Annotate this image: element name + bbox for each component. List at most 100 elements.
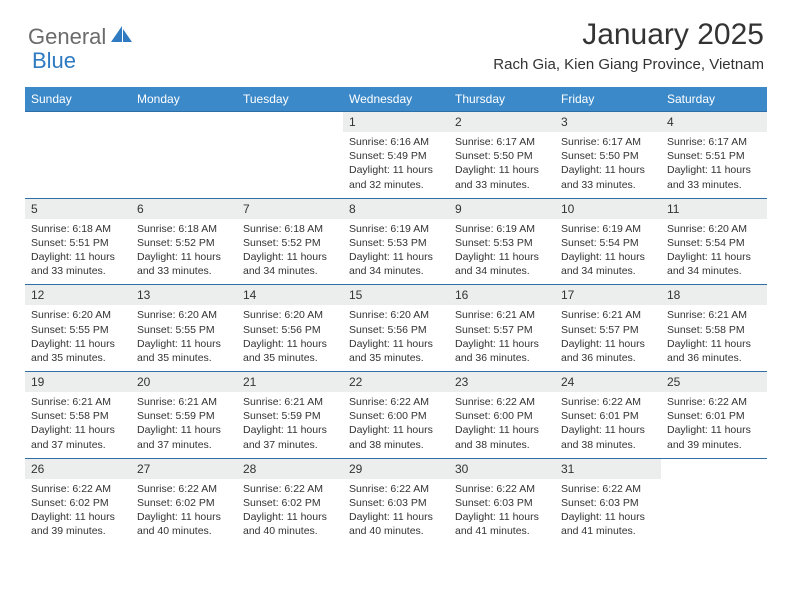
day-detail-cell: Sunrise: 6:20 AMSunset: 5:56 PMDaylight:… bbox=[343, 305, 449, 371]
day-number-cell: 20 bbox=[131, 372, 237, 393]
week-detail-row: Sunrise: 6:21 AMSunset: 5:58 PMDaylight:… bbox=[25, 392, 767, 458]
day-detail-cell: Sunrise: 6:22 AMSunset: 6:03 PMDaylight:… bbox=[343, 479, 449, 545]
day-detail-cell: Sunrise: 6:22 AMSunset: 6:00 PMDaylight:… bbox=[343, 392, 449, 458]
sunrise-line: Sunrise: 6:16 AM bbox=[349, 135, 443, 149]
sunrise-line: Sunrise: 6:22 AM bbox=[667, 395, 761, 409]
sunrise-line: Sunrise: 6:22 AM bbox=[455, 395, 549, 409]
day-number-cell: 3 bbox=[555, 112, 661, 133]
sunrise-line: Sunrise: 6:19 AM bbox=[455, 222, 549, 236]
sunrise-line: Sunrise: 6:21 AM bbox=[137, 395, 231, 409]
day-number-cell: 14 bbox=[237, 285, 343, 306]
day-number-cell: 26 bbox=[25, 458, 131, 479]
week-daynum-row: 12131415161718 bbox=[25, 285, 767, 306]
sunset-line: Sunset: 5:57 PM bbox=[561, 323, 655, 337]
sunrise-line: Sunrise: 6:17 AM bbox=[667, 135, 761, 149]
sunset-line: Sunset: 5:53 PM bbox=[349, 236, 443, 250]
day-number-cell: 29 bbox=[343, 458, 449, 479]
sunset-line: Sunset: 5:50 PM bbox=[455, 149, 549, 163]
day-detail-cell: Sunrise: 6:21 AMSunset: 5:59 PMDaylight:… bbox=[237, 392, 343, 458]
sunset-line: Sunset: 5:57 PM bbox=[455, 323, 549, 337]
dayhdr-fri: Friday bbox=[555, 87, 661, 112]
day-number-cell: 23 bbox=[449, 372, 555, 393]
day-header-row: Sunday Monday Tuesday Wednesday Thursday… bbox=[25, 87, 767, 112]
sunrise-line: Sunrise: 6:21 AM bbox=[455, 308, 549, 322]
week-daynum-row: 1234 bbox=[25, 112, 767, 133]
sunrise-line: Sunrise: 6:22 AM bbox=[137, 482, 231, 496]
daylight-line: Daylight: 11 hours and 32 minutes. bbox=[349, 163, 443, 191]
sunrise-line: Sunrise: 6:19 AM bbox=[349, 222, 443, 236]
day-detail-cell: Sunrise: 6:22 AMSunset: 6:03 PMDaylight:… bbox=[449, 479, 555, 545]
day-detail-cell: Sunrise: 6:21 AMSunset: 5:57 PMDaylight:… bbox=[555, 305, 661, 371]
daylight-line: Daylight: 11 hours and 33 minutes. bbox=[31, 250, 125, 278]
sunrise-line: Sunrise: 6:21 AM bbox=[667, 308, 761, 322]
day-number-cell: 2 bbox=[449, 112, 555, 133]
sunrise-line: Sunrise: 6:19 AM bbox=[561, 222, 655, 236]
week-daynum-row: 262728293031 bbox=[25, 458, 767, 479]
daylight-line: Daylight: 11 hours and 36 minutes. bbox=[561, 337, 655, 365]
day-detail-cell: Sunrise: 6:20 AMSunset: 5:55 PMDaylight:… bbox=[131, 305, 237, 371]
sunrise-line: Sunrise: 6:21 AM bbox=[243, 395, 337, 409]
calendar-table: Sunday Monday Tuesday Wednesday Thursday… bbox=[25, 87, 767, 544]
day-number-cell bbox=[25, 112, 131, 133]
day-detail-cell: Sunrise: 6:22 AMSunset: 6:02 PMDaylight:… bbox=[131, 479, 237, 545]
week-detail-row: Sunrise: 6:22 AMSunset: 6:02 PMDaylight:… bbox=[25, 479, 767, 545]
day-detail-cell: Sunrise: 6:19 AMSunset: 5:53 PMDaylight:… bbox=[449, 219, 555, 285]
sunset-line: Sunset: 6:02 PM bbox=[137, 496, 231, 510]
sunset-line: Sunset: 5:56 PM bbox=[243, 323, 337, 337]
sunset-line: Sunset: 6:00 PM bbox=[455, 409, 549, 423]
day-number-cell: 25 bbox=[661, 372, 767, 393]
dayhdr-sat: Saturday bbox=[661, 87, 767, 112]
sunrise-line: Sunrise: 6:22 AM bbox=[561, 395, 655, 409]
daylight-line: Daylight: 11 hours and 41 minutes. bbox=[561, 510, 655, 538]
day-number-cell: 30 bbox=[449, 458, 555, 479]
month-title: January 2025 bbox=[493, 18, 764, 52]
day-detail-cell: Sunrise: 6:17 AMSunset: 5:50 PMDaylight:… bbox=[555, 132, 661, 198]
daylight-line: Daylight: 11 hours and 38 minutes. bbox=[455, 423, 549, 451]
daylight-line: Daylight: 11 hours and 37 minutes. bbox=[137, 423, 231, 451]
day-number-cell: 16 bbox=[449, 285, 555, 306]
sunrise-line: Sunrise: 6:22 AM bbox=[561, 482, 655, 496]
day-number-cell: 13 bbox=[131, 285, 237, 306]
sunrise-line: Sunrise: 6:22 AM bbox=[455, 482, 549, 496]
sunset-line: Sunset: 6:03 PM bbox=[349, 496, 443, 510]
day-detail-cell: Sunrise: 6:21 AMSunset: 5:58 PMDaylight:… bbox=[25, 392, 131, 458]
day-number-cell: 22 bbox=[343, 372, 449, 393]
brand-logo: General bbox=[28, 18, 135, 50]
day-number-cell bbox=[131, 112, 237, 133]
sunset-line: Sunset: 5:52 PM bbox=[243, 236, 337, 250]
sunset-line: Sunset: 5:52 PM bbox=[137, 236, 231, 250]
sunset-line: Sunset: 5:54 PM bbox=[561, 236, 655, 250]
brand-word-1: General bbox=[28, 24, 106, 50]
day-detail-cell: Sunrise: 6:22 AMSunset: 6:01 PMDaylight:… bbox=[555, 392, 661, 458]
daylight-line: Daylight: 11 hours and 39 minutes. bbox=[667, 423, 761, 451]
sunrise-line: Sunrise: 6:22 AM bbox=[349, 482, 443, 496]
daylight-line: Daylight: 11 hours and 35 minutes. bbox=[31, 337, 125, 365]
day-number-cell bbox=[237, 112, 343, 133]
sunrise-line: Sunrise: 6:18 AM bbox=[243, 222, 337, 236]
sunset-line: Sunset: 6:03 PM bbox=[561, 496, 655, 510]
sunset-line: Sunset: 6:01 PM bbox=[667, 409, 761, 423]
day-detail-cell: Sunrise: 6:18 AMSunset: 5:52 PMDaylight:… bbox=[131, 219, 237, 285]
daylight-line: Daylight: 11 hours and 34 minutes. bbox=[455, 250, 549, 278]
day-number-cell: 11 bbox=[661, 198, 767, 219]
sunrise-line: Sunrise: 6:18 AM bbox=[31, 222, 125, 236]
daylight-line: Daylight: 11 hours and 33 minutes. bbox=[137, 250, 231, 278]
dayhdr-mon: Monday bbox=[131, 87, 237, 112]
sunrise-line: Sunrise: 6:21 AM bbox=[31, 395, 125, 409]
day-number-cell: 17 bbox=[555, 285, 661, 306]
day-detail-cell: Sunrise: 6:16 AMSunset: 5:49 PMDaylight:… bbox=[343, 132, 449, 198]
day-detail-cell: Sunrise: 6:19 AMSunset: 5:53 PMDaylight:… bbox=[343, 219, 449, 285]
page-header: General January 2025 Rach Gia, Kien Gian… bbox=[0, 0, 792, 79]
sunset-line: Sunset: 5:53 PM bbox=[455, 236, 549, 250]
day-number-cell: 7 bbox=[237, 198, 343, 219]
sunset-line: Sunset: 5:54 PM bbox=[667, 236, 761, 250]
day-detail-cell: Sunrise: 6:19 AMSunset: 5:54 PMDaylight:… bbox=[555, 219, 661, 285]
sunrise-line: Sunrise: 6:18 AM bbox=[137, 222, 231, 236]
week-daynum-row: 567891011 bbox=[25, 198, 767, 219]
dayhdr-thu: Thursday bbox=[449, 87, 555, 112]
sunset-line: Sunset: 5:51 PM bbox=[31, 236, 125, 250]
day-number-cell: 28 bbox=[237, 458, 343, 479]
sunset-line: Sunset: 5:55 PM bbox=[137, 323, 231, 337]
daylight-line: Daylight: 11 hours and 34 minutes. bbox=[667, 250, 761, 278]
day-detail-cell: Sunrise: 6:21 AMSunset: 5:58 PMDaylight:… bbox=[661, 305, 767, 371]
